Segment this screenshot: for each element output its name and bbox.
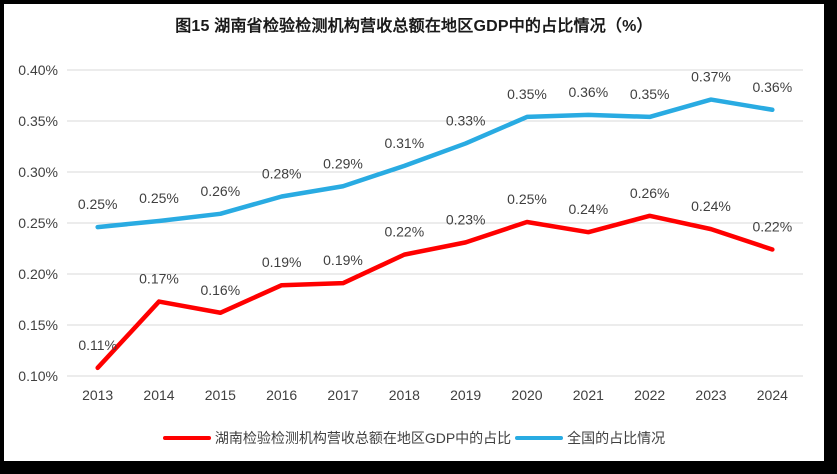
data-label-national: 0.33% <box>446 112 486 128</box>
x-axis-tick-label: 2022 <box>634 387 665 403</box>
data-label-hunan: 0.26% <box>630 185 670 201</box>
legend-swatch-national-icon <box>515 436 564 440</box>
legend: 湖南检验检测机构营收总额在地区GDP中的占比 全国的占比情况 <box>4 428 824 448</box>
legend-swatch-hunan-icon <box>162 436 211 440</box>
data-label-national: 0.26% <box>200 183 240 199</box>
legend-item-hunan: 湖南检验检测机构营收总额在地区GDP中的占比 <box>162 428 512 448</box>
x-axis-tick-label: 2023 <box>695 387 726 403</box>
y-axis-tick-label: 0.25% <box>18 215 58 231</box>
chart-canvas <box>4 4 824 461</box>
data-label-national: 0.28% <box>262 165 302 181</box>
x-axis-tick-label: 2017 <box>327 387 358 403</box>
x-axis-tick-label: 2020 <box>511 387 542 403</box>
data-label-hunan: 0.11% <box>78 337 117 353</box>
x-axis-tick-label: 2013 <box>82 387 113 403</box>
data-label-national: 0.35% <box>507 86 547 102</box>
x-axis-tick-label: 2019 <box>450 387 481 403</box>
data-label-hunan: 0.19% <box>262 254 302 270</box>
x-axis-tick-label: 2021 <box>573 387 604 403</box>
data-label-national: 0.29% <box>323 155 363 171</box>
data-label-national: 0.37% <box>691 69 731 85</box>
y-axis-tick-label: 0.10% <box>18 368 58 384</box>
x-axis-tick-label: 2015 <box>205 387 236 403</box>
data-label-national: 0.25% <box>78 196 118 212</box>
data-label-hunan: 0.24% <box>568 201 608 217</box>
y-axis-tick-label: 0.35% <box>18 113 58 129</box>
y-axis-tick-label: 0.40% <box>18 62 58 78</box>
x-axis-tick-label: 2024 <box>757 387 788 403</box>
series-line-hunan <box>95 213 775 371</box>
legend-label-national: 全国的占比情况 <box>567 430 666 446</box>
data-label-national: 0.36% <box>568 84 608 100</box>
data-label-national: 0.35% <box>630 86 670 102</box>
legend-item-national: 全国的占比情况 <box>515 428 665 448</box>
data-label-hunan: 0.19% <box>323 252 363 268</box>
y-axis-tick-label: 0.20% <box>18 266 58 282</box>
data-label-hunan: 0.22% <box>384 224 424 240</box>
data-label-national: 0.31% <box>384 135 424 151</box>
data-label-hunan: 0.24% <box>691 198 731 214</box>
data-label-hunan: 0.25% <box>507 191 547 207</box>
chart-title: 图15 湖南省检验检测机构营收总额在地区GDP中的占比情况（%） <box>175 18 653 35</box>
legend-label-hunan: 湖南检验检测机构营收总额在地区GDP中的占比 <box>214 430 512 446</box>
x-axis-tick-label: 2016 <box>266 387 297 403</box>
data-label-hunan: 0.16% <box>200 282 240 298</box>
data-label-national: 0.36% <box>752 79 792 95</box>
x-axis-tick-label: 2014 <box>143 387 174 403</box>
data-label-hunan: 0.17% <box>139 271 179 287</box>
y-axis-tick-label: 0.30% <box>18 164 58 180</box>
data-label-hunan: 0.22% <box>752 219 792 235</box>
data-label-national: 0.25% <box>139 190 179 206</box>
x-axis-tick-label: 2018 <box>389 387 420 403</box>
y-axis-tick-label: 0.15% <box>18 317 58 333</box>
series-line-national <box>95 97 775 230</box>
data-label-hunan: 0.23% <box>446 211 486 227</box>
